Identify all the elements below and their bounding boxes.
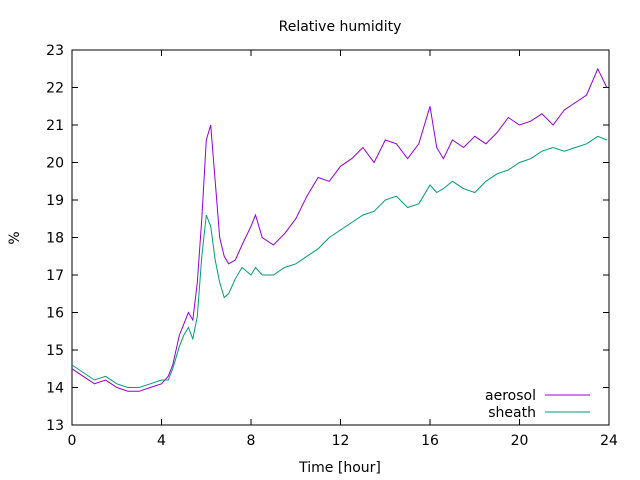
- y-tick-label: 20: [46, 156, 64, 172]
- y-tick-label: 15: [46, 343, 64, 359]
- x-tick-label: 12: [332, 433, 350, 449]
- legend-label: aerosol: [485, 388, 536, 404]
- series-line-aerosol: [71, 67, 608, 392]
- x-tick-label: 24: [600, 433, 618, 449]
- x-tick-label: 16: [421, 433, 439, 449]
- series-lines: [71, 67, 608, 392]
- x-tick-label: 8: [247, 433, 256, 449]
- series-line-sheath: [71, 135, 607, 388]
- y-tick-label: 19: [46, 193, 64, 209]
- y-tick-label: 16: [46, 306, 64, 322]
- legend-label: sheath: [488, 405, 536, 421]
- y-tick-label: 21: [46, 118, 64, 134]
- plot-frame: [71, 49, 610, 426]
- y-tick-label: 23: [46, 43, 64, 59]
- x-tick-label: 4: [157, 433, 166, 449]
- y-axis-label: %: [7, 231, 23, 244]
- chart-title: Relative humidity: [279, 19, 402, 35]
- axis-ticks: 0 4 8 12 16 20 24 13 14 15 16 17 18 19 20 21 22 23: [46, 43, 618, 449]
- x-axis-label: Time [hour]: [298, 460, 381, 476]
- x-tick-label: 0: [68, 433, 77, 449]
- y-tick-label: 17: [46, 268, 64, 284]
- y-tick-label: 13: [46, 418, 64, 434]
- x-tick-label: 20: [511, 433, 529, 449]
- y-tick-label: 18: [46, 231, 64, 247]
- y-tick-label: 14: [46, 381, 64, 397]
- y-tick-label: 22: [46, 81, 64, 97]
